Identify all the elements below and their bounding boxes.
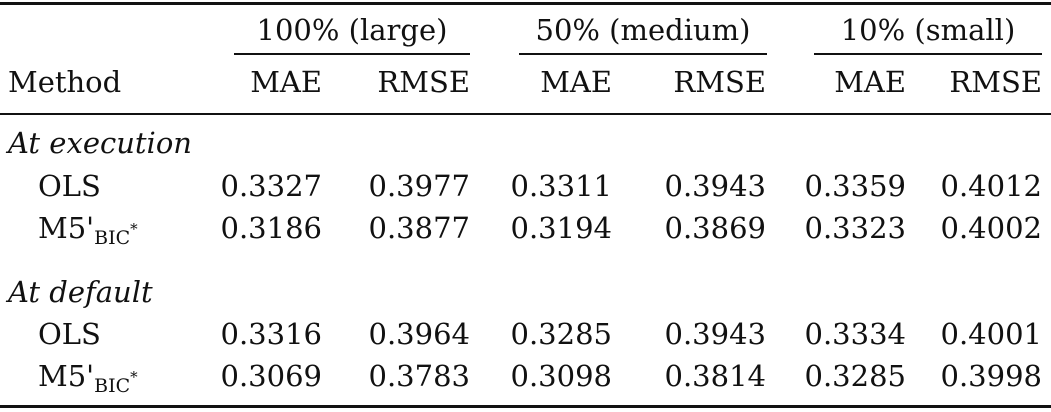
table-cell: 0.4001 [940, 317, 1042, 351]
method-subscript: BIC* [94, 370, 138, 397]
row-method-ols: OLS [38, 317, 101, 351]
table-cell: 0.3998 [940, 359, 1042, 393]
table-cell: 0.3311 [510, 169, 612, 203]
row-method-m5-bic: M5'BIC* [38, 210, 138, 249]
method-superscript: * [130, 368, 138, 386]
table-cell: 0.3877 [368, 211, 470, 245]
table-cell: 0.3323 [804, 211, 906, 245]
table-cell: 0.3814 [664, 359, 766, 393]
table-cell: 0.3783 [368, 359, 470, 393]
bottom-rule [0, 405, 1051, 408]
table-cell: 0.3334 [804, 317, 906, 351]
group-underline-small [814, 53, 1042, 55]
group-header-medium: 50% (medium) [535, 13, 751, 47]
method-subscript: BIC* [94, 222, 138, 249]
subscript-text: BIC [94, 375, 131, 397]
table-cell: 0.3943 [664, 169, 766, 203]
column-header-rmse-large: RMSE [377, 65, 470, 99]
method-superscript: * [130, 220, 138, 238]
group-header-large: 100% (large) [256, 13, 448, 47]
table-cell: 0.3964 [368, 317, 470, 351]
group-underline-large [234, 53, 470, 55]
method-name: M5' [38, 359, 95, 393]
table-cell: 0.4002 [940, 211, 1042, 245]
group-underline-medium [519, 53, 767, 55]
table-cell: 0.3943 [664, 317, 766, 351]
header-rule [0, 113, 1051, 115]
table-cell: 0.3869 [664, 211, 766, 245]
table-cell: 0.3285 [510, 317, 612, 351]
table-cell: 0.3285 [804, 359, 906, 393]
table-cell: 0.4012 [940, 169, 1042, 203]
table-cell: 0.3098 [510, 359, 612, 393]
table-cell: 0.3069 [220, 359, 322, 393]
column-header-mae-medium: MAE [540, 65, 612, 99]
column-header-mae-small: MAE [834, 65, 906, 99]
subscript-text: BIC [94, 227, 131, 249]
table-cell: 0.3327 [220, 169, 322, 203]
method-column-header: Method [8, 65, 122, 99]
table-cell: 0.3316 [220, 317, 322, 351]
top-rule [0, 2, 1051, 5]
method-name: M5' [38, 211, 95, 245]
table-cell: 0.3194 [510, 211, 612, 245]
section-title-at-execution: At execution [8, 126, 192, 160]
group-header-small: 10% (small) [840, 13, 1016, 47]
section-title-at-default: At default [8, 275, 153, 309]
table-cell: 0.3977 [368, 169, 470, 203]
column-header-rmse-medium: RMSE [673, 65, 766, 99]
table-cell: 0.3359 [804, 169, 906, 203]
row-method-m5-bic: M5'BIC* [38, 358, 138, 397]
column-header-rmse-small: RMSE [949, 65, 1042, 99]
table-cell: 0.3186 [220, 211, 322, 245]
row-method-ols: OLS [38, 169, 101, 203]
column-header-mae-large: MAE [250, 65, 322, 99]
